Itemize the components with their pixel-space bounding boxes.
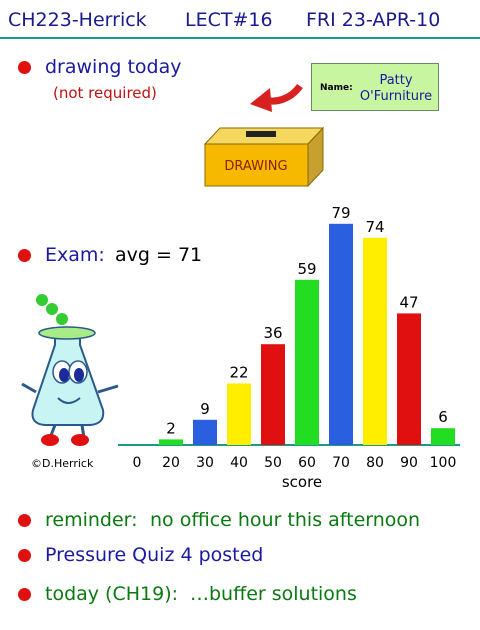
- histogram-bar: [261, 344, 285, 445]
- histogram-bar: [397, 313, 421, 445]
- drawing-box-label: DRAWING: [224, 159, 287, 174]
- name-card-name-line1: Patty: [379, 73, 413, 88]
- name-card: Name: Patty O'Furniture: [311, 63, 439, 111]
- x-axis-label: score: [282, 473, 322, 491]
- x-tick-label: 0: [133, 455, 142, 471]
- histogram-bar: [227, 383, 251, 445]
- bullet-icon: [18, 549, 31, 562]
- bar-value-label: 74: [365, 218, 384, 236]
- histogram-bar: [431, 428, 455, 445]
- bar-value-label: 22: [229, 363, 248, 381]
- not-required-note: (not required): [53, 84, 157, 102]
- x-tick-label: 90: [400, 455, 418, 471]
- bullet-icon: [18, 514, 31, 527]
- exam-label: Exam:: [45, 244, 105, 266]
- bar-value-label: 6: [438, 408, 448, 426]
- bullet-icon: [18, 249, 31, 262]
- bullet-icon: [18, 588, 31, 601]
- name-card-name: Patty O'Furniture: [356, 73, 436, 105]
- bar-value-label: 9: [200, 400, 210, 418]
- course-title: CH223-Herrick: [8, 9, 147, 31]
- histogram-bar: [329, 223, 353, 445]
- x-tick-label: 100: [430, 455, 457, 471]
- x-tick-label: 70: [332, 455, 350, 471]
- lecture-date: FRI 23-APR-10: [306, 9, 441, 31]
- histogram-bar: [193, 419, 217, 445]
- bar-value-label: 47: [399, 293, 418, 311]
- slide-header: CH223-Herrick LECT#16 FRI 23-APR-10: [0, 0, 480, 39]
- reminder-text: no office hour this afternoon: [150, 509, 421, 531]
- quiz-posted-text: Pressure Quiz 4 posted: [45, 544, 264, 566]
- drawing-today-text: drawing today: [45, 56, 182, 78]
- flask-mascot-icon: [21, 294, 119, 446]
- name-card-label: Name:: [320, 83, 353, 93]
- bar-value-label: 59: [297, 260, 316, 278]
- today-topic: …buffer solutions: [190, 583, 357, 605]
- score-histogram: 0 20 30 40 50 60 70 80 90 100 2 9 22 36 59 79 74 47 6 score: [118, 204, 460, 491]
- bullet-icon: [18, 61, 31, 74]
- drawing-box-icon: DRAWING: [203, 126, 325, 188]
- x-tick-label: 60: [298, 455, 316, 471]
- x-tick-label: 30: [196, 455, 214, 471]
- x-tick-label: 80: [366, 455, 384, 471]
- x-tick-label: 20: [162, 455, 180, 471]
- curved-arrow-icon: [250, 83, 303, 112]
- x-tick-label: 50: [264, 455, 282, 471]
- x-tick-label: 40: [230, 455, 248, 471]
- histogram-bar: [295, 279, 319, 445]
- copyright-text: ©D.Herrick: [31, 457, 94, 470]
- today-label: today (CH19):: [45, 583, 179, 605]
- exam-average: avg = 71: [115, 244, 203, 266]
- histogram-bar: [363, 237, 387, 445]
- histogram-bar: [159, 439, 183, 445]
- header-divider: [0, 37, 480, 39]
- lecture-number: LECT#16: [185, 9, 273, 31]
- bar-value-label: 2: [166, 419, 176, 437]
- bar-value-label: 36: [263, 324, 282, 342]
- reminder-label: reminder:: [45, 509, 138, 531]
- bar-value-label: 79: [331, 204, 350, 222]
- name-card-name-line2: O'Furniture: [359, 89, 433, 104]
